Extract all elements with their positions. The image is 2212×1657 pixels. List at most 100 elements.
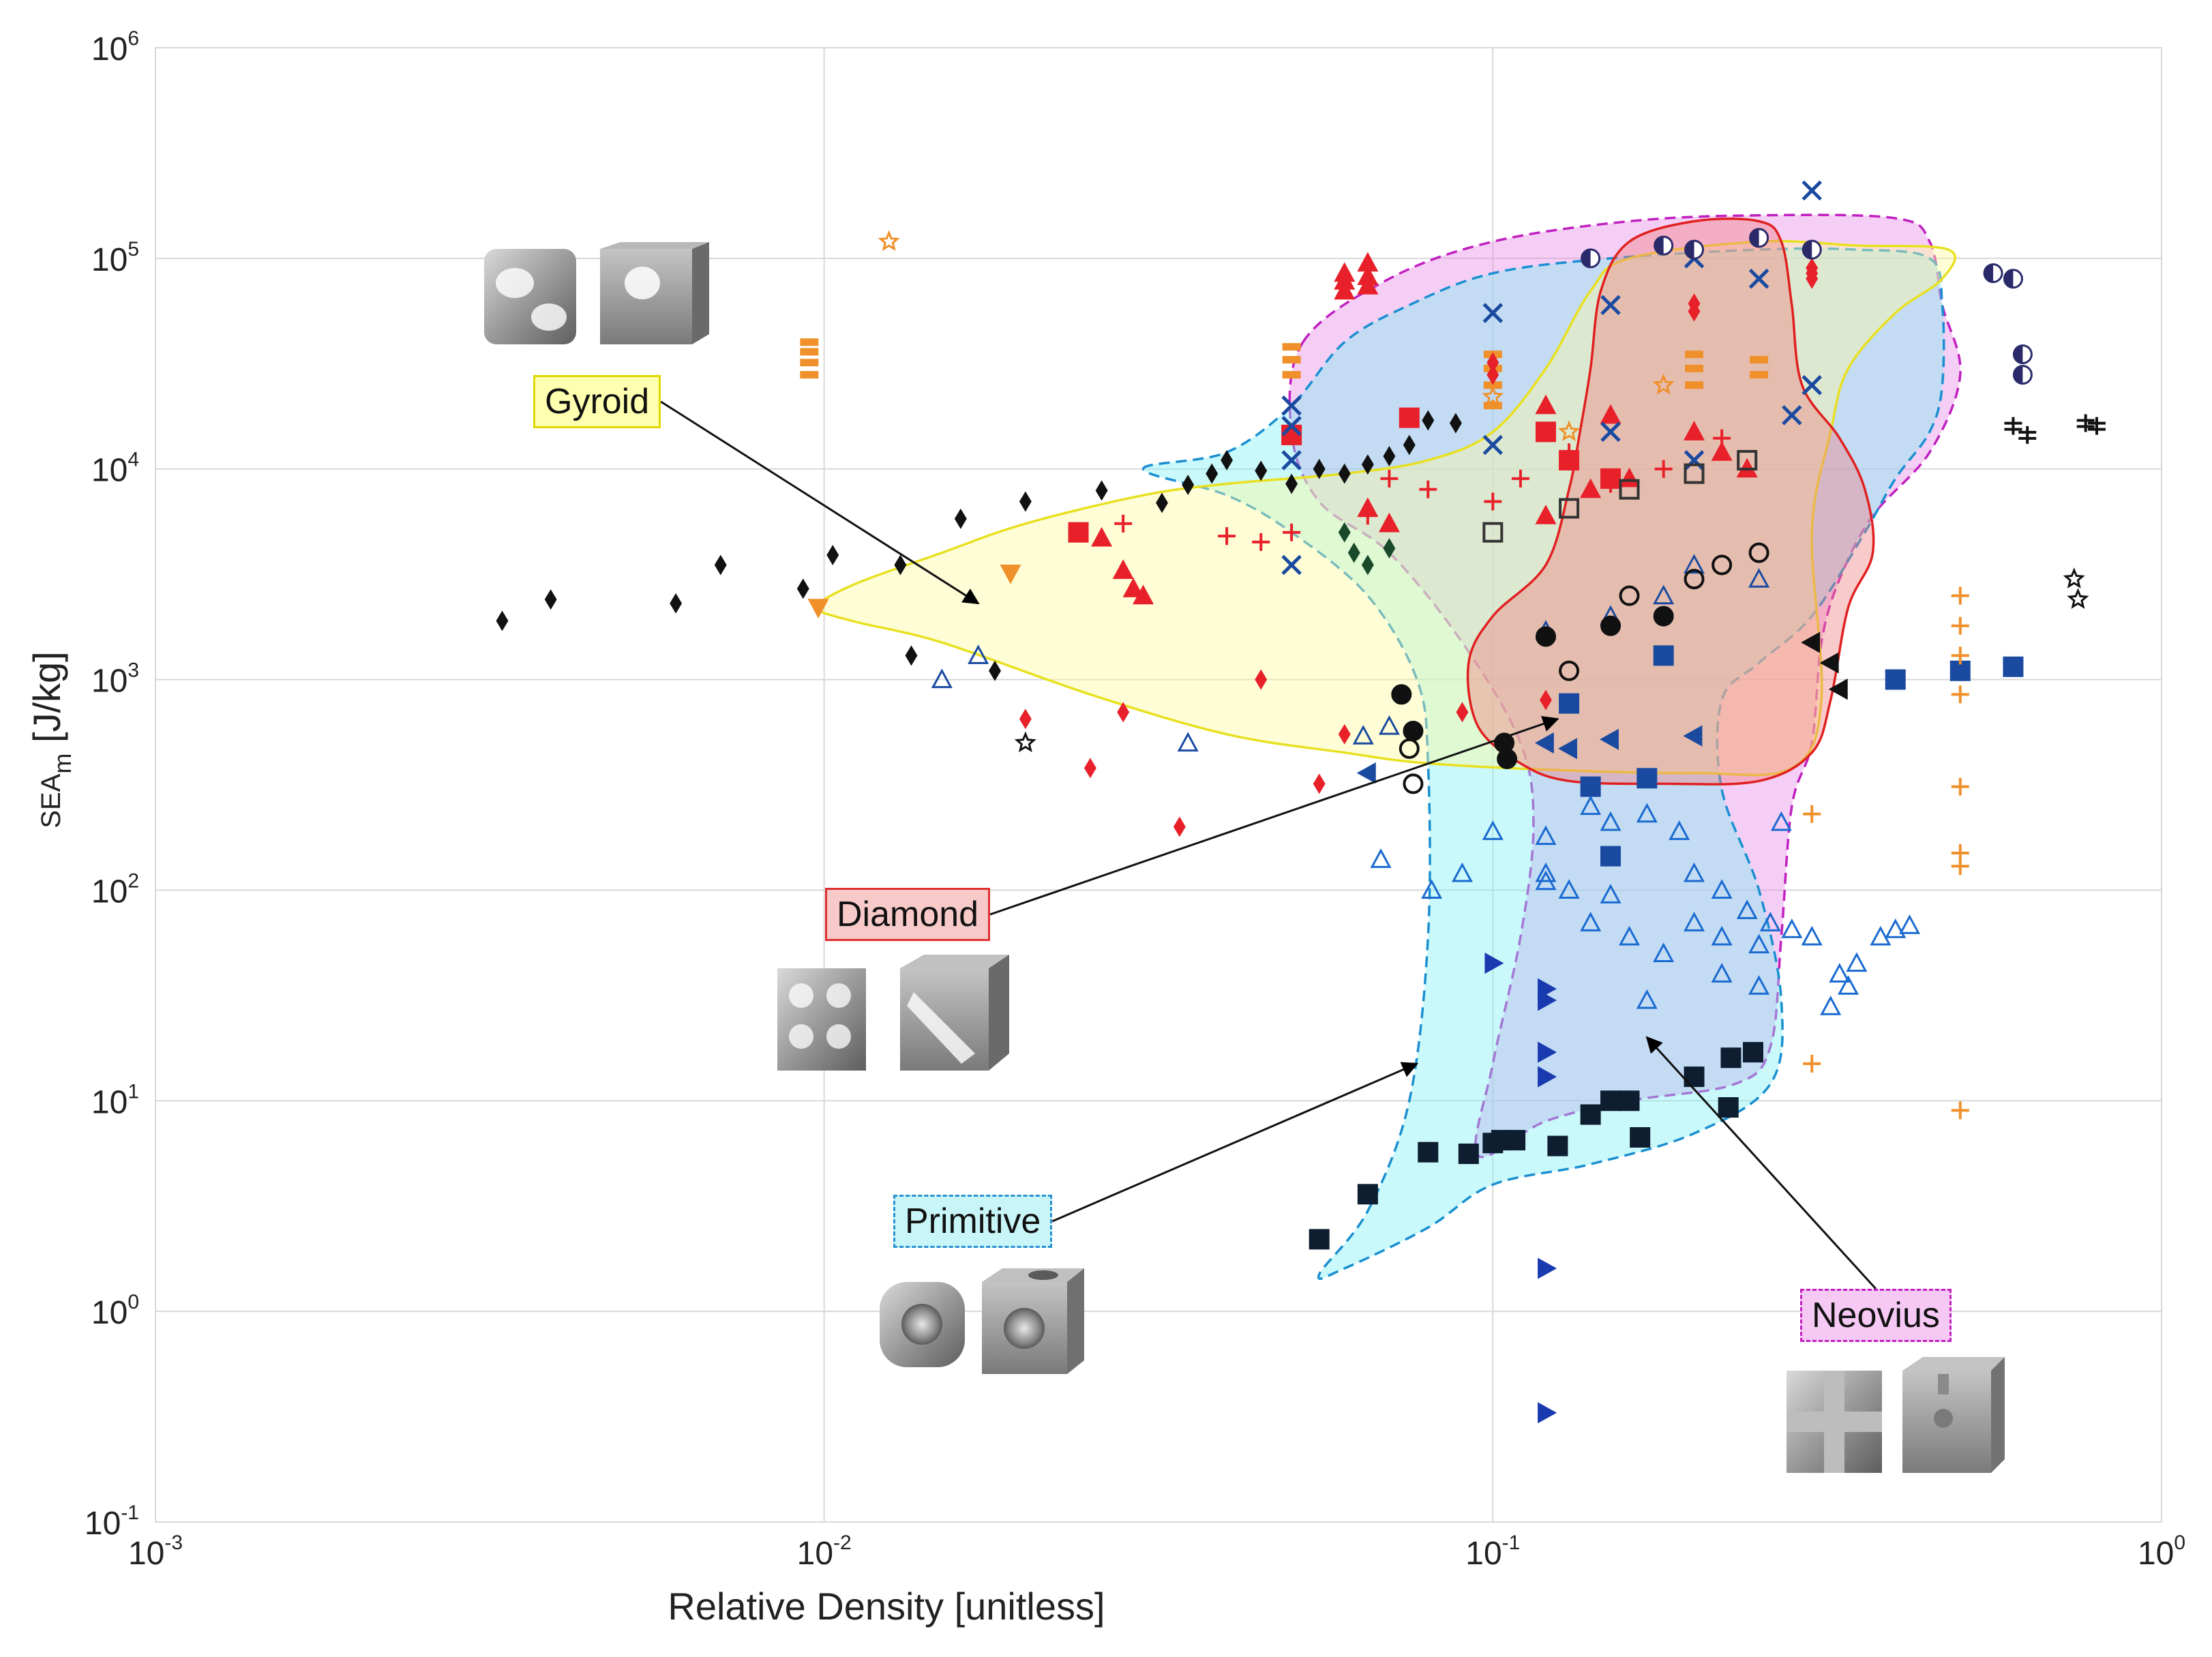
data-point-dark-open-squares	[1684, 463, 1705, 484]
data-point-half-filled-circles-fill	[1581, 249, 1591, 267]
data-point-blue-open-triangles	[931, 668, 953, 689]
data-point-blue-open-triangles	[1653, 584, 1675, 605]
y-tick-label: 103	[91, 659, 139, 700]
x-tick-exponent: -3	[164, 1532, 183, 1554]
data-point-blue-small-open-triangles	[1636, 803, 1658, 823]
data-point-black-circles	[1403, 720, 1424, 741]
data-point-black-left-triangles	[1828, 678, 1848, 700]
data-point-red-triangles	[1091, 526, 1113, 547]
data-point-black-open-circles	[1399, 738, 1420, 759]
data-point-red-triangles	[1618, 467, 1641, 488]
data-point-black-open-stars	[2067, 588, 2089, 609]
svg-text:SEAm [J/kg]: SEAm [J/kg]	[25, 651, 76, 828]
data-point-blue-squares	[1885, 669, 1906, 690]
data-point-orange-bars	[1282, 356, 1301, 364]
data-point-blue-filled-right-triangles	[1538, 1402, 1557, 1424]
data-point-blue-small-open-triangles	[1451, 862, 1473, 882]
data-point-orange-bars	[800, 338, 819, 346]
data-point-orange-bars	[1282, 371, 1301, 379]
data-point-black-circles	[1653, 606, 1674, 627]
data-point-red-triangles	[1122, 578, 1144, 597]
data-point-blue-open-triangles	[1684, 554, 1705, 574]
data-point-blue-x	[1482, 303, 1504, 323]
data-point-red-squares	[1281, 424, 1302, 445]
y-tick-label: 106	[91, 27, 139, 68]
data-point-black-open-circles	[1712, 554, 1733, 576]
data-point-orange-bars	[1685, 350, 1704, 359]
data-point-black-diamonds	[1449, 413, 1462, 434]
data-point-half-filled-circles-fill	[1803, 241, 1812, 259]
data-point-orange-plus	[1803, 805, 1821, 823]
data-points-layer	[496, 180, 2106, 1424]
data-point-blue-x	[1748, 269, 1769, 289]
data-point-blue-open-triangles	[1177, 732, 1199, 752]
data-point-half-filled-circles	[1749, 228, 1769, 248]
data-point-orange-plus	[1951, 616, 1969, 635]
data-point-orange-bars	[800, 371, 819, 379]
data-point-blue-squares	[1580, 776, 1601, 797]
data-point-red-triangles	[1334, 280, 1356, 300]
data-point-blue-filled-right-triangles	[1538, 1041, 1557, 1063]
data-point-black-diamonds	[714, 554, 727, 576]
data-point-blue-small-open-triangles	[1482, 820, 1504, 840]
data-point-dark-green-diamonds	[1361, 554, 1374, 576]
data-point-orange-bars	[800, 359, 819, 367]
y-tick-base: 10	[85, 1506, 121, 1542]
data-point-orange-triangles-down	[1000, 565, 1021, 584]
y-tick-base: 10	[91, 1295, 128, 1331]
data-point-blue-small-open-triangles	[1885, 919, 1907, 938]
data-point-red-big-diamonds	[1806, 263, 1819, 284]
data-point-orange-stars	[1652, 373, 1675, 395]
data-point-red-triangles	[1535, 505, 1557, 524]
data-point-dark-open-squares	[1737, 449, 1758, 471]
data-point-red-small-diamonds	[1540, 689, 1552, 711]
data-point-black-diamonds	[954, 508, 967, 529]
data-point-orange-plus	[1951, 1101, 1969, 1120]
data-point-orange-bars	[1750, 356, 1769, 364]
data-point-blue-small-open-triangles	[1759, 912, 1781, 931]
data-point-black-diamonds	[1313, 458, 1326, 479]
data-point-blue-small-open-triangles	[1770, 811, 1792, 831]
y-axis-label-main: SEA	[36, 773, 66, 828]
data-point-orange-bars	[1685, 381, 1704, 389]
data-point-blue-open-triangles	[1378, 715, 1400, 735]
data-point-half-filled-circles	[1684, 239, 1705, 260]
y-tick-base: 10	[91, 1084, 128, 1120]
data-point-blue-small-open-triangles	[1580, 795, 1602, 816]
data-point-dark-open-squares	[1559, 498, 1580, 519]
data-point-blue-small-open-triangles	[1600, 884, 1621, 904]
data-point-blue-small-open-triangles	[1711, 879, 1733, 899]
data-point-half-filled-circles	[2012, 365, 2033, 385]
data-point-black-plus-minus	[2087, 417, 2106, 435]
data-point-black-circles	[1497, 748, 1518, 769]
data-point-red-squares	[1068, 522, 1089, 543]
neovius-structure-image	[1787, 1357, 2005, 1473]
data-point-black-diamonds	[1095, 480, 1108, 501]
data-point-dark-open-squares	[1482, 522, 1504, 543]
structure-thumbnails	[484, 242, 2005, 1473]
data-point-red-small-diamonds	[1173, 816, 1186, 837]
data-point-black-diamonds	[1019, 491, 1032, 512]
data-point-blue-small-open-triangles	[1781, 919, 1803, 938]
data-point-orange-bars	[1750, 371, 1769, 379]
data-point-blue-small-open-triangles	[1736, 899, 1758, 919]
data-point-half-filled-circles-fill	[2014, 345, 2023, 363]
y-tick-label: 10-1	[85, 1502, 139, 1542]
y-tick-exponent: 1	[128, 1080, 139, 1103]
data-point-blue-small-open-triangles	[1580, 912, 1602, 931]
data-point-black-diamonds	[1383, 446, 1396, 466]
data-point-black-diamonds	[1285, 473, 1298, 494]
data-point-black-diamonds	[894, 554, 907, 576]
data-point-dark-navy-squares	[1742, 1042, 1763, 1063]
arrow-primitive	[1051, 1062, 1419, 1223]
data-point-blue-squares	[1949, 660, 1971, 681]
data-point-red-plus	[1380, 469, 1399, 488]
data-point-half-filled-circles	[2003, 269, 2023, 289]
data-point-blue-x	[1281, 554, 1302, 576]
data-point-red-big-diamonds	[1486, 352, 1499, 373]
data-point-red-triangles	[1600, 404, 1621, 424]
data-point-red-small-diamonds	[1338, 723, 1351, 745]
y-tick-exponent: 0	[128, 1291, 139, 1313]
